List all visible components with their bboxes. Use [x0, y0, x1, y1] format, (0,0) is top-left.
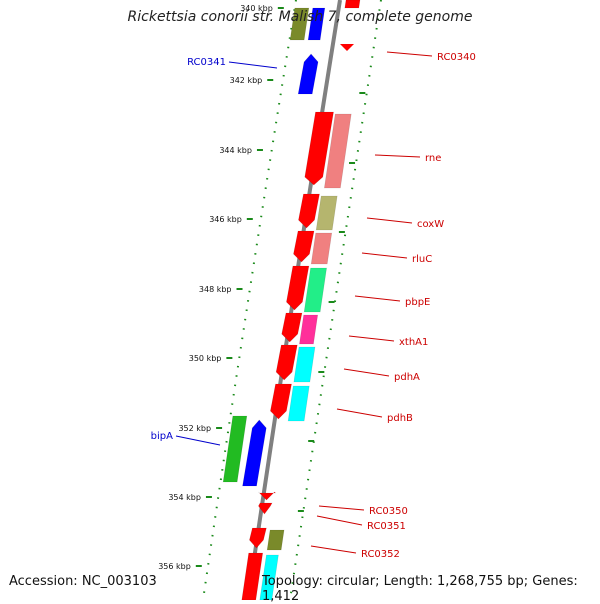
cds-rc0350 — [258, 491, 277, 501]
cog-pbpe — [303, 267, 327, 313]
gene-leader-rc0350 — [318, 505, 365, 511]
cds-rc0353 — [241, 552, 264, 600]
gene-label-rluc[interactable]: rluC — [412, 254, 432, 265]
gene-label-rc0350[interactable]: RC0350 — [369, 506, 408, 517]
label-group: RC0340 RC0341 rne coxW rluC pbpE xthA1 pdhA pdhB… — [151, 51, 476, 560]
gene-label-rc0340[interactable]: RC0340 — [437, 52, 476, 63]
map-title: Rickettsia conorii str. Malish 7, comple… — [127, 9, 473, 25]
gene-label-xtha1[interactable]: xthA1 — [399, 337, 428, 348]
gene-leader-pdhb — [336, 408, 383, 418]
gene-label-coxw[interactable]: coxW — [417, 219, 444, 230]
cog-rluc — [310, 232, 333, 265]
cog-pdha — [293, 346, 316, 383]
outer-dotted-track — [202, 0, 297, 600]
cds-pdha — [275, 344, 298, 381]
gene-leader-bipa — [175, 435, 221, 446]
gene-leader-rluc — [361, 252, 408, 259]
cds-xtha1 — [281, 312, 303, 343]
gene-leader-coxw — [366, 217, 413, 224]
gene-label-rc0351[interactable]: RC0351 — [367, 521, 406, 532]
cds-coxw — [298, 193, 320, 229]
cog-rc0352 — [266, 529, 285, 551]
tick-label: 340 kbp — [240, 4, 273, 13]
gene-leader-xtha1 — [348, 335, 395, 342]
accession-text: Accession: NC_003103 — [9, 574, 157, 589]
cds-small-marker — [340, 44, 354, 51]
tick-group: 340 kbp 342 kbp 344 kbp 346 kbp 348 kbp 350 k… — [158, 4, 366, 571]
tick-label: 344 kbp — [219, 146, 252, 155]
gene-leader-pbpe — [354, 295, 401, 302]
cds-rc0352 — [249, 527, 267, 549]
tick-label: 348 kbp — [199, 285, 232, 294]
feature-group — [222, 0, 361, 600]
cds-rc0341 — [297, 53, 319, 95]
tick-label: 342 kbp — [230, 76, 263, 85]
cds-pdhb — [270, 383, 292, 420]
tick-label: 346 kbp — [209, 215, 242, 224]
gene-label-bipa[interactable]: bipA — [151, 431, 173, 442]
cds-rc0340 — [344, 0, 361, 9]
cog-coxw — [315, 195, 338, 231]
tick-label: 352 kbp — [178, 424, 211, 433]
tick-label: 356 kbp — [158, 562, 191, 571]
cog-xtha1 — [299, 314, 319, 345]
gene-label-pbpe[interactable]: pbpE — [405, 297, 430, 308]
cog-pdhb — [287, 385, 310, 422]
cds-rc0351 — [258, 502, 273, 515]
tick-label: 354 kbp — [168, 493, 201, 502]
gene-label-rc0341[interactable]: RC0341 — [187, 57, 226, 68]
gene-label-pdhb[interactable]: pdhB — [387, 413, 413, 424]
cds-rne — [304, 111, 334, 186]
gene-leader-rc0341 — [228, 61, 278, 69]
gene-leader-pdha — [343, 368, 390, 377]
gene-label-rc0352[interactable]: RC0352 — [361, 549, 400, 560]
gene-leader-rc0352 — [310, 545, 357, 554]
rna-bipa — [222, 415, 248, 483]
gene-label-rne[interactable]: rne — [425, 153, 441, 164]
gene-leader-rc0340 — [386, 51, 433, 57]
cog-rc0353 — [259, 554, 279, 600]
cds-bipa — [242, 419, 267, 487]
cds-top-left-olive — [289, 7, 310, 41]
gene-label-pdha[interactable]: pdhA — [394, 372, 420, 383]
cog-rne — [324, 113, 352, 189]
cds-pbpe — [286, 265, 310, 311]
cds-top-left-blue — [307, 7, 326, 41]
tick-label: 350 kbp — [189, 354, 222, 363]
cds-rluc — [293, 230, 315, 263]
gene-leader-rc0351 — [316, 515, 363, 526]
gene-leader-rne — [374, 154, 421, 158]
